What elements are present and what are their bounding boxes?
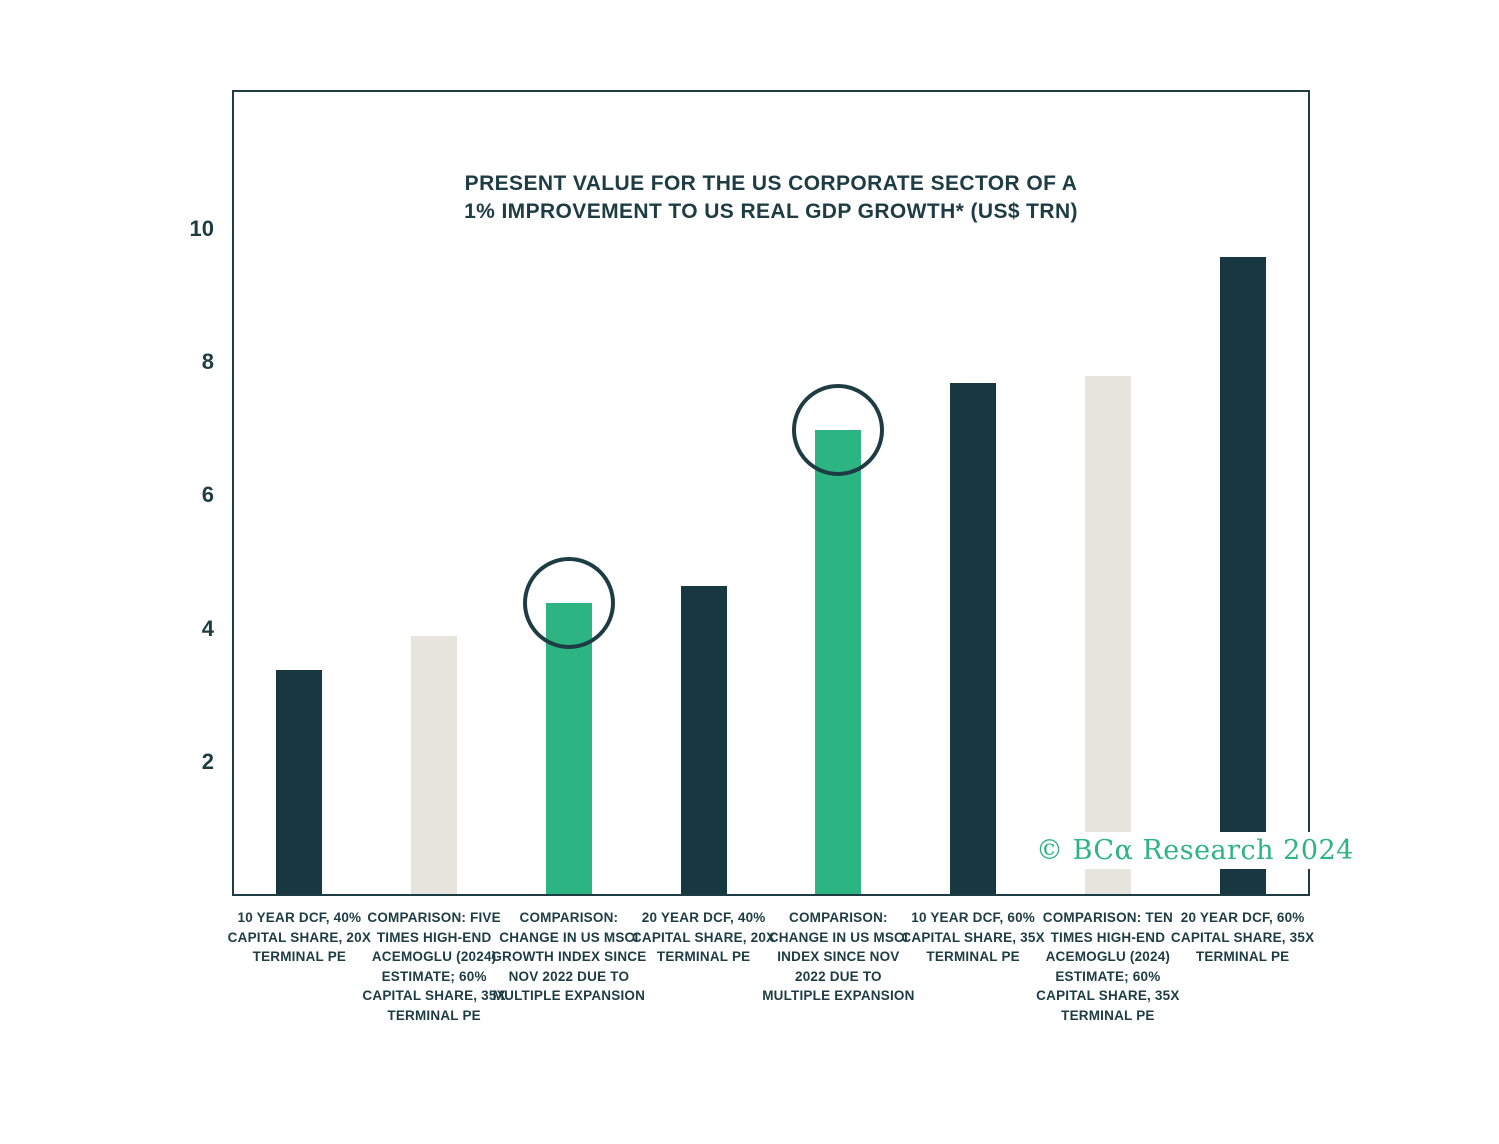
bar (1084, 376, 1131, 894)
chart-title: PRESENT VALUE FOR THE US CORPORATE SECTO… (232, 170, 1310, 227)
y-axis-tick-label: 10 (189, 215, 214, 241)
bar (815, 429, 862, 894)
chart-title-line2: 1% IMPROVEMENT TO US REAL GDP GROWTH* (U… (464, 200, 1078, 224)
bar (276, 669, 323, 894)
x-axis-category-label: 10 YEAR DCF, 60% CAPITAL SHARE, 35X TERM… (901, 910, 1045, 965)
x-axis-category-label: COMPARISON: CHANGE IN US MSCI GROWTH IND… (491, 910, 647, 1004)
x-axis-category-label: COMPARISON: TEN TIMES HIGH-END ACEMOGLU … (1036, 910, 1180, 1023)
x-axis-category-label: 20 YEAR DCF, 40% CAPITAL SHARE, 20X TERM… (631, 910, 776, 965)
copyright-watermark: © BCα Research 2024 (1026, 832, 1364, 869)
highlight-circle (792, 383, 885, 476)
x-axis-category-label: 20 YEAR DCF, 60% CAPITAL SHARE, 35X TERM… (1170, 910, 1315, 965)
x-axis-category-label: COMPARISON: CHANGE IN US MSCI INDEX SINC… (762, 910, 915, 1004)
y-axis-tick-label: 6 (201, 482, 214, 508)
highlight-circle (522, 556, 615, 649)
y-axis-tick-label: 2 (201, 748, 214, 774)
x-axis-category-label: COMPARISON: FIVE TIMES HIGH-END ACEMOGLU… (362, 910, 506, 1023)
chart-title-line1: PRESENT VALUE FOR THE US CORPORATE SECTO… (464, 172, 1078, 195)
y-axis-tick-label: 4 (201, 615, 214, 641)
bar (950, 383, 997, 894)
x-axis-category-label: 10 YEAR DCF, 40% CAPITAL SHARE, 20X TERM… (227, 910, 372, 965)
bar (411, 636, 458, 894)
y-axis-tick-label: 8 (201, 349, 214, 375)
bar (680, 586, 727, 894)
bar (545, 602, 592, 894)
bar (1219, 256, 1266, 894)
